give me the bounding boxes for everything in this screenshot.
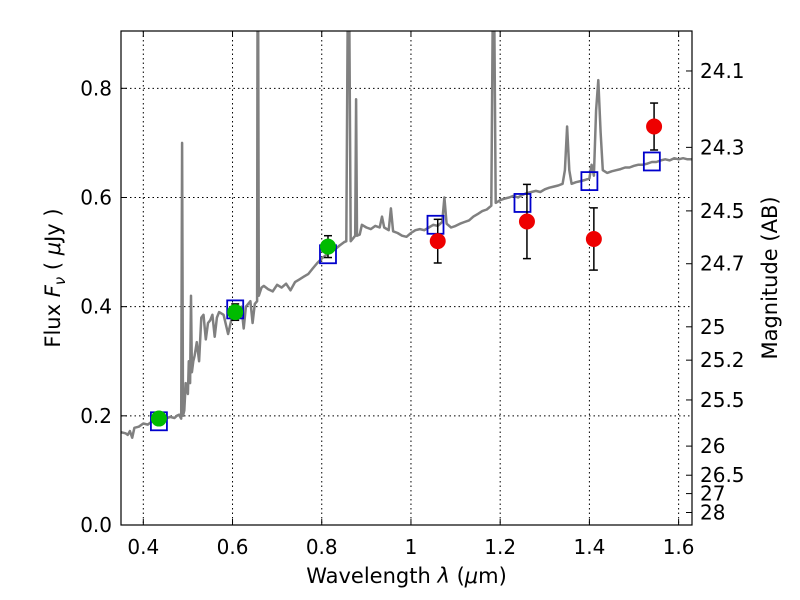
x-title-mu: μ — [464, 564, 478, 588]
y-title-symbol: F — [41, 284, 65, 297]
spectrum-line — [121, 31, 692, 439]
y-tick-label: 0.0 — [80, 513, 112, 537]
x-tick-label: 0.6 — [217, 535, 249, 559]
nir-data-point — [646, 118, 663, 135]
x-title-symbol: λ — [436, 564, 449, 588]
mag-tick-label: 26.5 — [700, 463, 745, 487]
axes: 0.4 0.6 0.8 1 1.2 1.4 1.6 0.0 0.2 0.4 0.6 0.8 24.1 24… — [41, 31, 782, 588]
grid — [121, 31, 692, 526]
nir-data-point — [429, 233, 446, 250]
mag-tick-label: 25.5 — [700, 388, 745, 412]
x-tick-label: 1.2 — [484, 535, 516, 559]
mag-tick-label: 24.5 — [700, 199, 745, 223]
mag-tick-label: 24.7 — [700, 252, 745, 276]
model-photometry-square — [642, 151, 661, 172]
nir-data-point — [585, 230, 602, 247]
x-axis-title: Wavelength λ (μm) — [306, 564, 507, 588]
y-title-paren: ( — [41, 255, 65, 277]
y-tick-label: 0.8 — [80, 76, 112, 100]
y-title-subscript: ν — [51, 277, 69, 285]
y-tick-label: 0.4 — [80, 295, 112, 319]
x-tick-label: 1.6 — [663, 535, 695, 559]
model-photometry-square — [513, 193, 532, 213]
y-tick-label: 0.6 — [80, 185, 112, 209]
x-title-text: Wavelength — [306, 564, 437, 588]
x-tick-label: 0.4 — [127, 535, 159, 559]
y-tick-label: 0.2 — [80, 404, 112, 428]
y-title-text: Flux — [41, 297, 65, 347]
y-axis-title: Flux Fν ( μJy ) — [41, 208, 69, 347]
optical-data-point — [150, 410, 167, 427]
plot-area — [121, 31, 692, 439]
x-title-unit: m) — [478, 564, 507, 588]
nir-data-point — [518, 213, 535, 230]
model-photometry-square — [580, 171, 599, 192]
x-title-paren: ( — [450, 564, 465, 588]
mag-tick-label: 24.1 — [700, 59, 745, 83]
mag-tick-label: 25.2 — [700, 348, 745, 372]
mag-tick-label: 26 — [700, 434, 725, 458]
y-title-mu: μ — [41, 242, 65, 256]
optical-data-point — [319, 238, 336, 255]
optical-data-point — [227, 304, 244, 321]
x-tick-label: 0.8 — [306, 535, 338, 559]
right-axis-title: Magnitude (AB) — [758, 196, 782, 359]
mag-tick-label: 25 — [700, 315, 725, 339]
x-tick-label: 1.4 — [573, 535, 605, 559]
y-title-unit: Jy ) — [41, 208, 65, 244]
axes-frame — [120, 30, 693, 526]
mag-tick-label: 27 — [700, 482, 725, 506]
mag-tick-label: 28 — [700, 500, 725, 524]
mag-tick-label: 24.3 — [700, 135, 745, 159]
x-tick-label: 1 — [405, 535, 418, 559]
